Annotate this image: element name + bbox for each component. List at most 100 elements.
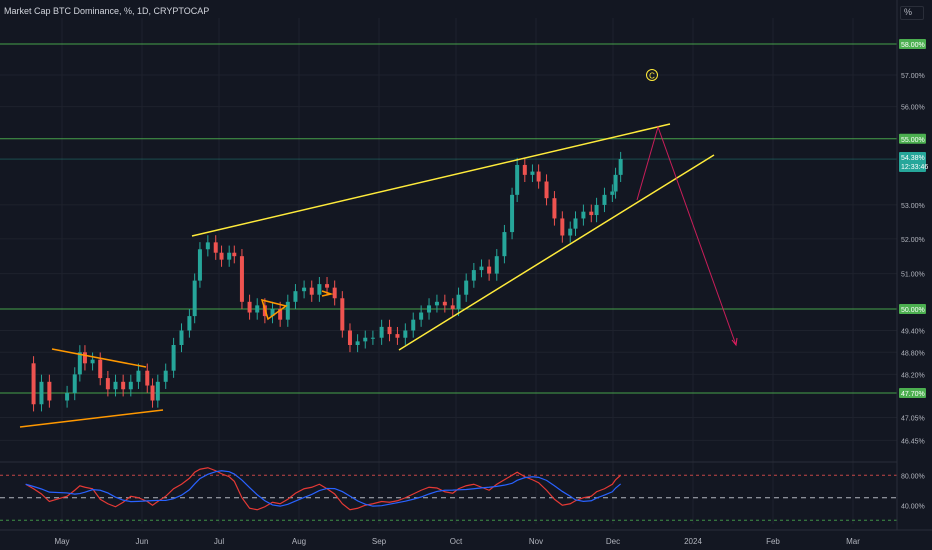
candle-body[interactable] <box>65 393 70 401</box>
candle-body[interactable] <box>464 280 469 295</box>
candle-body[interactable] <box>293 291 298 302</box>
candle-body[interactable] <box>219 252 224 260</box>
candle-body[interactable] <box>347 330 352 346</box>
candle-body[interactable] <box>419 312 424 320</box>
y-tick-label: 51.00% <box>901 272 925 279</box>
time-axis[interactable]: May Jun Jul Aug Sep Oct Nov Dec 2024 Feb Mar <box>0 529 932 550</box>
candle-body[interactable] <box>434 301 439 306</box>
x-tick-label: Sep <box>372 537 387 546</box>
candle-body[interactable] <box>573 218 578 229</box>
candle-body[interactable] <box>205 242 210 250</box>
candle-body[interactable] <box>255 305 260 313</box>
candle-body[interactable] <box>515 164 520 195</box>
level-tag[interactable] <box>899 39 926 49</box>
candle-body[interactable] <box>340 298 345 331</box>
candle-body[interactable] <box>227 252 232 260</box>
candle-body[interactable] <box>544 181 549 199</box>
candle-body[interactable] <box>239 256 244 302</box>
projection-path[interactable] <box>636 125 737 346</box>
candle-body[interactable] <box>113 381 118 390</box>
candle-body[interactable] <box>82 352 87 364</box>
percent-unit-button[interactable]: % <box>900 6 924 20</box>
candle-body[interactable] <box>278 308 283 320</box>
candle-body[interactable] <box>589 211 594 216</box>
level-tag[interactable] <box>899 303 926 314</box>
level-tag[interactable] <box>899 388 926 398</box>
wedge-upper-trendline[interactable] <box>191 123 671 237</box>
candle-body[interactable] <box>395 334 400 338</box>
candle-body[interactable] <box>379 326 384 338</box>
candle-body[interactable] <box>187 316 192 331</box>
candle-body[interactable] <box>325 284 330 288</box>
price-axis[interactable]: 57.00% 56.00% 53.00% 52.00% 51.00% 49.40% 48.8… <box>896 0 932 550</box>
candle-body[interactable] <box>613 174 618 192</box>
wave-label-circle[interactable] <box>646 69 658 81</box>
candle-body[interactable] <box>494 256 499 274</box>
candle-body[interactable] <box>610 191 615 195</box>
candle-body[interactable] <box>581 211 586 219</box>
candle-body[interactable] <box>136 370 141 382</box>
candle-body[interactable] <box>121 381 126 390</box>
triangle-lower-line[interactable] <box>19 409 164 428</box>
candle-body[interactable] <box>387 326 392 335</box>
candle-body[interactable] <box>98 359 103 379</box>
candle-body[interactable] <box>450 305 455 309</box>
candle-body[interactable] <box>232 252 237 257</box>
candle-body[interactable] <box>150 385 155 401</box>
candle-body[interactable] <box>618 159 623 175</box>
candle-body[interactable] <box>163 370 168 382</box>
level-tag-label: 58.00% <box>901 42 925 49</box>
candle-body[interactable] <box>155 381 160 401</box>
flag-pattern-2[interactable] <box>321 290 334 297</box>
candle-body[interactable] <box>602 194 607 205</box>
candle-body[interactable] <box>363 337 368 342</box>
candle-body[interactable] <box>270 308 275 317</box>
candle-body[interactable] <box>522 164 527 175</box>
triangle-upper-line[interactable] <box>51 348 147 368</box>
candle-body[interactable] <box>47 381 52 401</box>
rsi-ma-line[interactable] <box>25 470 622 507</box>
candle-body[interactable] <box>39 381 44 405</box>
level-tag[interactable] <box>899 133 926 144</box>
candle-body[interactable] <box>471 270 476 281</box>
candle-body[interactable] <box>530 171 535 175</box>
candle-body[interactable] <box>31 363 36 405</box>
candle-body[interactable] <box>332 287 337 299</box>
candle-body[interactable] <box>213 242 218 253</box>
wedge-lower-trendline[interactable] <box>398 154 715 351</box>
candle-body[interactable] <box>128 381 133 390</box>
candle-body[interactable] <box>105 378 110 390</box>
candle-body[interactable] <box>197 249 202 281</box>
last-price-tag[interactable] <box>899 152 926 173</box>
candle-body[interactable] <box>594 204 599 216</box>
candle-body[interactable] <box>427 305 432 313</box>
candle-body[interactable] <box>403 330 408 338</box>
candle-body[interactable] <box>145 370 150 386</box>
candle-body[interactable] <box>456 294 461 309</box>
candle-body[interactable] <box>90 359 95 364</box>
candle-body[interactable] <box>285 301 290 320</box>
candle-body[interactable] <box>302 287 307 292</box>
candle-body[interactable] <box>355 341 360 346</box>
candle-body[interactable] <box>72 374 77 393</box>
candle-body[interactable] <box>560 218 565 236</box>
candle-body[interactable] <box>171 345 176 371</box>
candle-body[interactable] <box>411 319 416 331</box>
candle-body[interactable] <box>309 287 314 295</box>
candle-body[interactable] <box>247 301 252 313</box>
candle-body[interactable] <box>487 266 492 274</box>
candle-body[interactable] <box>192 280 197 317</box>
candle-body[interactable] <box>479 266 484 271</box>
candle-body[interactable] <box>568 228 573 236</box>
candle-body[interactable] <box>77 352 82 375</box>
candle-body[interactable] <box>502 232 507 257</box>
candle-body[interactable] <box>552 198 557 219</box>
candle-body[interactable] <box>510 194 515 233</box>
candle-body[interactable] <box>370 337 375 339</box>
candle-body[interactable] <box>179 330 184 346</box>
candle-body[interactable] <box>442 301 447 306</box>
flag-pattern-1[interactable] <box>260 298 288 321</box>
candle-body[interactable] <box>536 171 541 182</box>
candle-body[interactable] <box>317 284 322 295</box>
